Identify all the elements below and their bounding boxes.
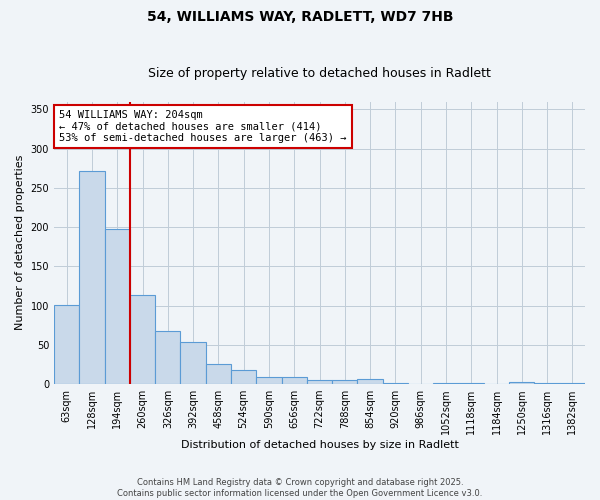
Bar xyxy=(181,342,206,384)
Bar xyxy=(206,364,231,384)
Bar xyxy=(104,230,130,384)
Bar xyxy=(433,382,458,384)
Title: Size of property relative to detached houses in Radlett: Size of property relative to detached ho… xyxy=(148,66,491,80)
X-axis label: Distribution of detached houses by size in Radlett: Distribution of detached houses by size … xyxy=(181,440,458,450)
Bar xyxy=(358,380,383,384)
Bar xyxy=(535,382,560,384)
Bar xyxy=(231,370,256,384)
Bar xyxy=(155,330,181,384)
Text: 54, WILLIAMS WAY, RADLETT, WD7 7HB: 54, WILLIAMS WAY, RADLETT, WD7 7HB xyxy=(147,10,453,24)
Text: 54 WILLIAMS WAY: 204sqm
← 47% of detached houses are smaller (414)
53% of semi-d: 54 WILLIAMS WAY: 204sqm ← 47% of detache… xyxy=(59,110,347,143)
Bar xyxy=(281,377,307,384)
Bar xyxy=(458,382,484,384)
Bar xyxy=(130,294,155,384)
Text: Contains HM Land Registry data © Crown copyright and database right 2025.
Contai: Contains HM Land Registry data © Crown c… xyxy=(118,478,482,498)
Bar xyxy=(509,382,535,384)
Bar xyxy=(54,305,79,384)
Y-axis label: Number of detached properties: Number of detached properties xyxy=(15,155,25,330)
Bar xyxy=(256,377,281,384)
Bar xyxy=(332,380,358,384)
Bar xyxy=(383,382,408,384)
Bar xyxy=(79,172,104,384)
Bar xyxy=(560,382,585,384)
Bar xyxy=(307,380,332,384)
